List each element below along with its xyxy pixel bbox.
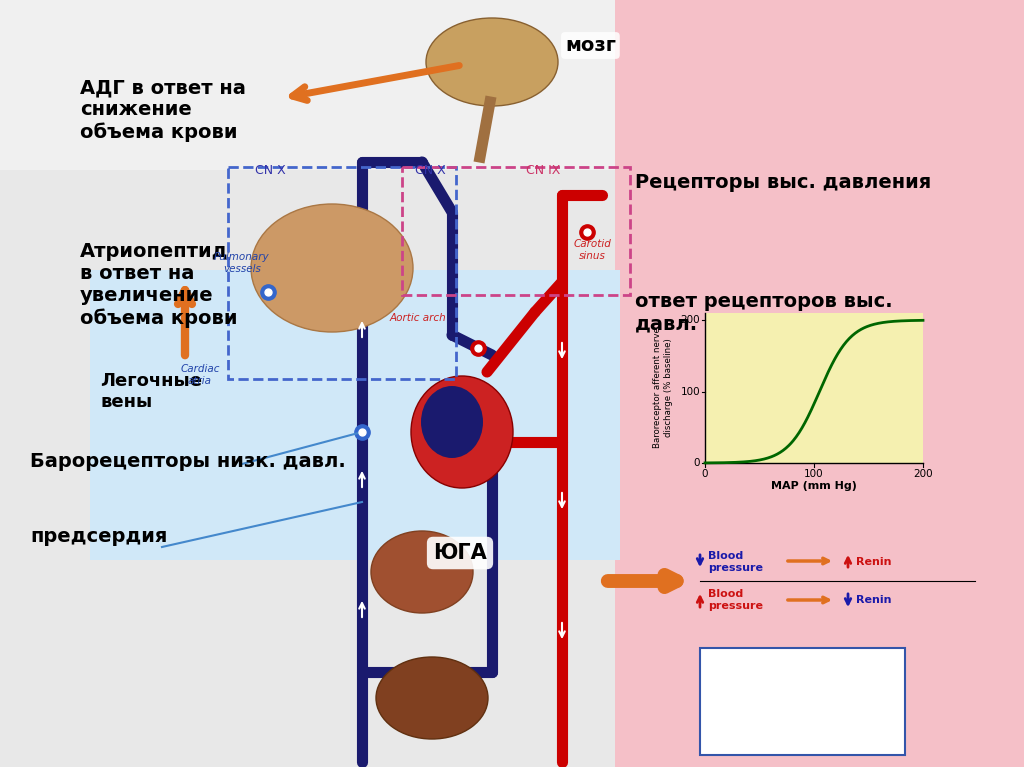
Text: Aortic arch: Aortic arch: [389, 313, 446, 323]
Text: 200: 200: [680, 315, 700, 325]
Bar: [700, 648, 905, 755]
Text: АДГ в ответ на
снижение
объема крови: АДГ в ответ на снижение объема крови: [80, 78, 246, 142]
Ellipse shape: [426, 18, 558, 106]
Text: Cardiac
atria: Cardiac atria: [180, 364, 220, 386]
Text: Carotid
sinus: Carotid sinus: [573, 239, 611, 261]
Text: ЮГА: ЮГА: [433, 543, 486, 563]
Ellipse shape: [376, 657, 488, 739]
Text: CN X: CN X: [415, 163, 445, 176]
Text: 100: 100: [680, 387, 700, 397]
Bar: [90, 270, 620, 560]
Text: Рецепторы выс. давления: Рецепторы выс. давления: [635, 173, 931, 192]
Text: 0: 0: [693, 458, 700, 468]
Text: CN X: CN X: [255, 163, 286, 176]
Text: 200: 200: [913, 469, 933, 479]
Bar: [705, 313, 923, 463]
Ellipse shape: [421, 386, 483, 458]
Text: 0: 0: [701, 469, 709, 479]
Text: MAP (mm Hg): MAP (mm Hg): [771, 481, 857, 491]
Text: Барорецепторы низк. давл.: Барорецепторы низк. давл.: [30, 452, 346, 471]
Text: Pulmonary
vessels: Pulmonary vessels: [214, 252, 269, 274]
Text: предсердия: предсердия: [30, 527, 167, 546]
Ellipse shape: [251, 204, 413, 332]
Ellipse shape: [371, 531, 473, 613]
Bar: [402, 167, 630, 295]
Text: Легочные
вены: Легочные вены: [100, 372, 202, 411]
Text: Blood
pressure: Blood pressure: [708, 551, 763, 573]
Text: Renin: Renin: [856, 557, 892, 567]
Text: Blood
pressure: Blood pressure: [708, 589, 763, 611]
Text: ответ рецепторов выс.
давл.: ответ рецепторов выс. давл.: [635, 292, 893, 333]
Bar: [615, 0, 1024, 767]
Bar: [228, 167, 456, 379]
Text: Baroreceptor afferent nerve
discharge (% baseline): Baroreceptor afferent nerve discharge (%…: [653, 328, 673, 449]
Text: Renin: Renin: [856, 595, 892, 605]
Bar: [0, 0, 615, 170]
Text: Атриопептид
в ответ на
увеличение
объема крови: Атриопептид в ответ на увеличение объема…: [80, 242, 238, 328]
Text: CN IX: CN IX: [525, 163, 560, 176]
Ellipse shape: [411, 376, 513, 488]
Text: 100: 100: [804, 469, 824, 479]
Text: мозг: мозг: [565, 36, 615, 55]
